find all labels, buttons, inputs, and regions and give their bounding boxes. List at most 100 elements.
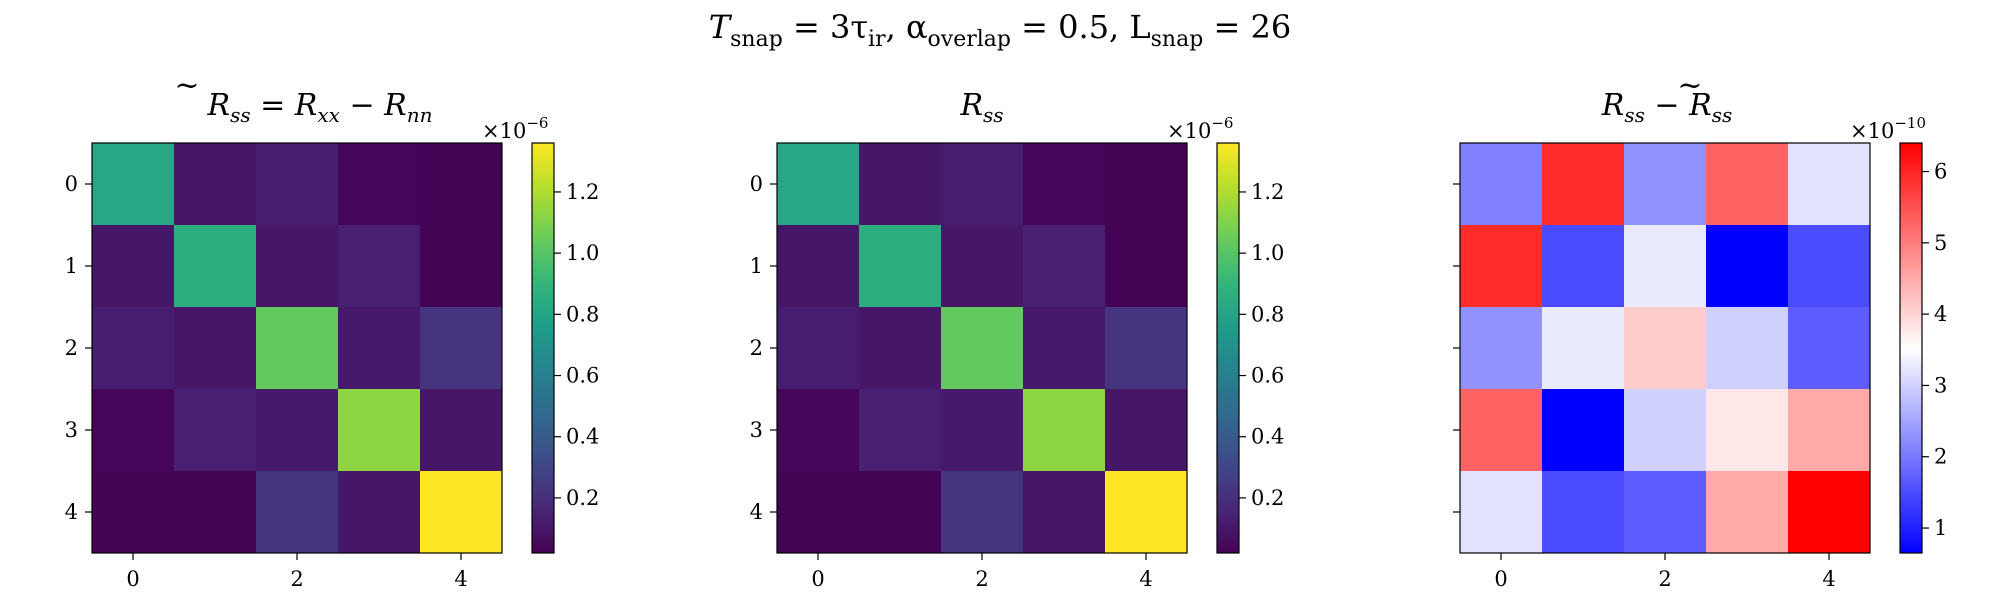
colorbar-tick-label: 0.2: [1251, 486, 1284, 510]
colorbar-multiplier: ×10−6: [1167, 114, 1233, 143]
heatmap-cell: [1624, 471, 1707, 554]
x-tick-label: 4: [1822, 567, 1835, 591]
panel-1-title-x-sub: xx: [317, 103, 340, 127]
panel-3: Rss − Rss ~ 0 2 4 1 2 3 4 5 6 ×10−10: [1453, 68, 1947, 591]
heatmap-cell: [1624, 143, 1707, 226]
colorbar-tick-label: 1.2: [1251, 180, 1284, 204]
heatmap-cell: [1105, 143, 1188, 226]
heatmap-cell: [256, 389, 339, 472]
panel-3-title-tilde: ~: [1677, 68, 1702, 103]
heatmap-cell: [174, 471, 257, 554]
y-tick-label: 4: [65, 500, 78, 524]
heatmap-cell: [420, 471, 503, 554]
heatmap-cell: [777, 471, 860, 554]
heatmap-cell: [1023, 389, 1106, 472]
panel-1: Rss = Rxx − Rnn ~ 0 1 2 3 4 0 2 4 0.2 0.4 0.6 0.8…: [65, 68, 600, 591]
suptitle-t: T: [709, 8, 733, 46]
heatmap-cell: [941, 471, 1024, 554]
figure-suptitle: Tsnap = 3τir, αoverlap = 0.5, Lsnap = 26: [709, 8, 1291, 52]
heatmap-cell: [338, 471, 421, 554]
heatmap-cell: [420, 389, 503, 472]
x-tick-label: 0: [126, 567, 139, 591]
y-tick-label: 3: [65, 418, 78, 442]
colorbar-gradient: [1899, 142, 1923, 554]
colorbar-gradient: [1216, 142, 1240, 554]
heatmap-cell: [777, 143, 860, 226]
x-tick-label: 0: [811, 567, 824, 591]
heatmap-cell: [941, 143, 1024, 226]
suptitle-tau-sub: ir: [868, 27, 886, 52]
heatmap-cell: [777, 307, 860, 390]
panel-1-title-r-sub: ss: [230, 103, 251, 127]
x-tick-label: 4: [454, 567, 467, 591]
colorbar-tick-label: 6: [1934, 160, 1947, 184]
heatmap-cell: [1023, 307, 1106, 390]
heatmap-cell: [338, 143, 421, 226]
heatmap-cell: [1542, 225, 1625, 308]
heatmap-cell: [1706, 307, 1789, 390]
colorbar-tick-label: 0.6: [566, 364, 599, 388]
heatmap-cell: [1105, 225, 1188, 308]
colorbar-multiplier: ×10−10: [1850, 114, 1926, 143]
heatmap-cell: [420, 225, 503, 308]
panel-1-title-minus: − R: [340, 88, 407, 123]
heatmap-cell: [92, 471, 175, 554]
panel-1-title-tilde: ~: [174, 68, 199, 103]
heatmap-cell: [92, 143, 175, 226]
suptitle-alpha-sub: overlap: [928, 27, 1011, 52]
heatmap-cell: [859, 143, 942, 226]
heatmap-cell: [1542, 471, 1625, 554]
panel-3-colorbar: 1 2 3 4 5 6 ×10−10: [1850, 114, 1947, 554]
heatmap-cell: [859, 307, 942, 390]
heatmap-cell: [1460, 471, 1543, 554]
heatmap-cell: [777, 225, 860, 308]
panel-2-title: Rss: [959, 88, 1003, 127]
colorbar-tick-label: 1.0: [566, 241, 599, 265]
heatmap-cell: [1105, 307, 1188, 390]
colorbar-tick-label: 3: [1934, 373, 1947, 397]
panel-3-title-minus: − R: [1645, 88, 1712, 123]
y-tick-label: 0: [750, 172, 763, 196]
heatmap-cell: [174, 307, 257, 390]
heatmap-cell: [1706, 225, 1789, 308]
panel-2-title-r: R: [959, 88, 983, 123]
heatmap-cell: [92, 225, 175, 308]
panel-1-colorbar: 0.2 0.4 0.6 0.8 1.0 1.2 ×10−6: [482, 114, 599, 554]
suptitle-t-rest: = 3τ: [783, 8, 868, 46]
heatmap-cell: [777, 389, 860, 472]
heatmap-cell: [420, 143, 503, 226]
colorbar-gradient: [531, 142, 555, 554]
heatmap-cell: [1624, 307, 1707, 390]
heatmap-cell: [1023, 143, 1106, 226]
y-tick-label: 2: [750, 336, 763, 360]
panel-1-title-r: R: [206, 88, 230, 123]
heatmap-cell: [941, 307, 1024, 390]
heatmap-cell: [1706, 143, 1789, 226]
suptitle-alpha-rest: = 0.5, L: [1011, 8, 1151, 46]
heatmap-cell: [174, 143, 257, 226]
panel-2-title-r-sub: ss: [983, 103, 1004, 127]
colorbar-tick-label: 2: [1934, 445, 1947, 469]
heatmap-cell: [1624, 389, 1707, 472]
panel-3-y-axis: [1453, 183, 1460, 513]
y-tick-label: 3: [750, 418, 763, 442]
x-tick-label: 2: [290, 567, 303, 591]
heatmap-cell: [1788, 225, 1871, 308]
suptitle-l-rest: = 26: [1203, 8, 1291, 46]
y-tick-label: 4: [750, 500, 763, 524]
heatmap-cell: [1023, 471, 1106, 554]
panel-3-x-axis: 0 2 4: [1494, 553, 1836, 591]
heatmap-cell: [1105, 389, 1188, 472]
heatmap-cell: [1542, 389, 1625, 472]
colorbar-tick-label: 5: [1934, 231, 1947, 255]
colorbar-multiplier: ×10−6: [482, 114, 548, 143]
suptitle-alpha: , α: [886, 8, 928, 46]
x-tick-label: 2: [1658, 567, 1671, 591]
panel-3-title-r-sub: ss: [1624, 103, 1645, 127]
panel-1-heatmap: [92, 143, 503, 554]
heatmap-cell: [256, 471, 339, 554]
panel-3-title: Rss − Rss: [1601, 88, 1732, 127]
heatmap-cell: [1542, 307, 1625, 390]
heatmap-cell: [338, 389, 421, 472]
